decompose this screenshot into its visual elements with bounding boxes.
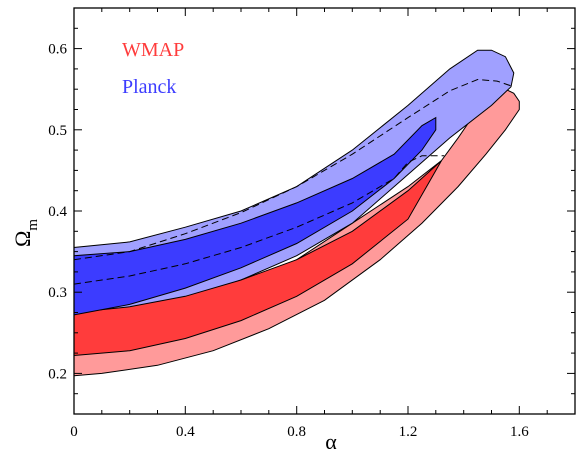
- planck-dashed-contour-2: [73, 78, 514, 261]
- legend-item-planck: Planck: [122, 76, 176, 98]
- planck-dashed-contour-1: [73, 155, 445, 285]
- x-tick-label: 0: [70, 424, 78, 440]
- planck-inner-contour: [73, 116, 437, 316]
- legend: WMAP Planck: [122, 39, 184, 98]
- x-axis-label: α: [325, 429, 337, 454]
- y-tick-label: 0.2: [48, 366, 67, 382]
- tick-labels: 0 0.4 0.8 1.2 1.6 0.2 0.3 0.4 0.5 0.6: [48, 42, 529, 440]
- wmap-inner-contour: [73, 160, 442, 357]
- svg-text:Ωm: Ωm: [10, 219, 41, 247]
- axis-ticks: [73, 7, 576, 415]
- y-tick-label: 0.6: [48, 42, 67, 58]
- x-tick-label: 1.6: [510, 424, 529, 440]
- y-axis-label-subscript: m: [25, 219, 41, 231]
- y-axis-label: Ωm: [10, 219, 41, 247]
- y-tick-label: 0.4: [48, 204, 67, 220]
- plot-regions: [73, 49, 520, 377]
- y-tick-label: 0.3: [48, 285, 67, 301]
- x-tick-label: 0.4: [176, 424, 195, 440]
- x-tick-label: 0.8: [287, 424, 306, 440]
- y-tick-label: 0.5: [48, 123, 67, 139]
- legend-item-wmap: WMAP: [122, 39, 184, 61]
- x-tick-label: 1.2: [399, 424, 418, 440]
- y-axis-label-main: Ω: [10, 231, 35, 247]
